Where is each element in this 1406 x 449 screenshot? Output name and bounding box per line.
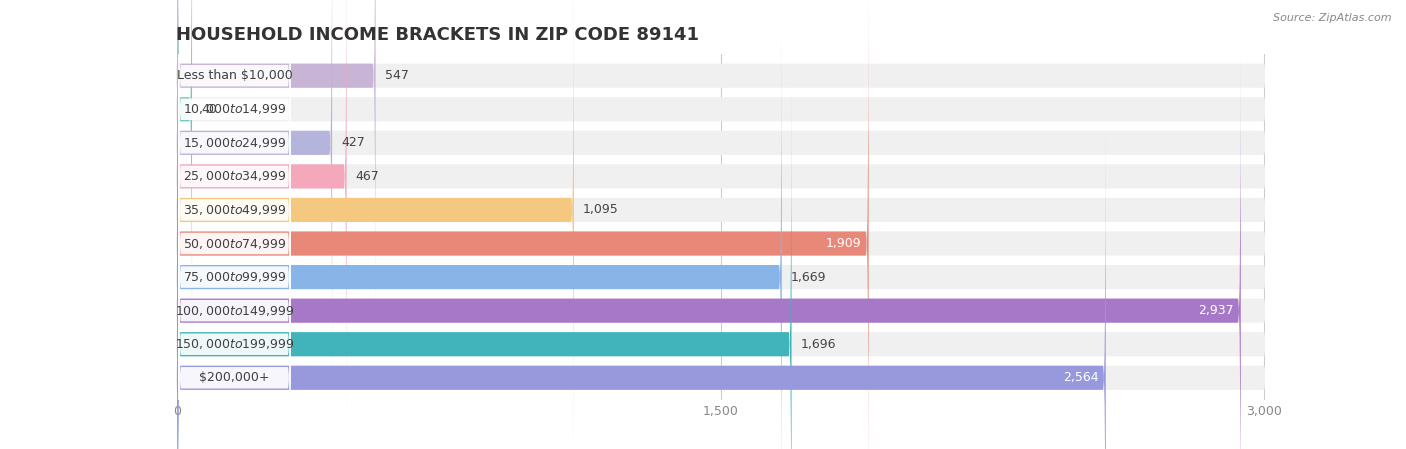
Text: $200,000+: $200,000+: [200, 371, 270, 384]
Text: $10,000 to $14,999: $10,000 to $14,999: [183, 102, 287, 116]
FancyBboxPatch shape: [174, 121, 1267, 449]
FancyBboxPatch shape: [179, 53, 291, 449]
FancyBboxPatch shape: [179, 0, 291, 367]
Text: 1,696: 1,696: [800, 338, 837, 351]
FancyBboxPatch shape: [177, 0, 375, 332]
FancyBboxPatch shape: [174, 0, 1267, 399]
FancyBboxPatch shape: [174, 0, 1267, 365]
FancyBboxPatch shape: [174, 0, 1267, 433]
Text: $15,000 to $24,999: $15,000 to $24,999: [183, 136, 287, 150]
FancyBboxPatch shape: [179, 0, 291, 434]
FancyBboxPatch shape: [174, 0, 1267, 449]
FancyBboxPatch shape: [177, 21, 782, 449]
Text: $50,000 to $74,999: $50,000 to $74,999: [183, 237, 287, 251]
FancyBboxPatch shape: [174, 0, 1267, 449]
Text: $150,000 to $199,999: $150,000 to $199,999: [174, 337, 294, 351]
Text: $100,000 to $149,999: $100,000 to $149,999: [174, 304, 294, 317]
Text: $25,000 to $34,999: $25,000 to $34,999: [183, 169, 287, 183]
Text: 2,937: 2,937: [1198, 304, 1233, 317]
Text: 427: 427: [342, 136, 366, 150]
Text: 467: 467: [356, 170, 380, 183]
FancyBboxPatch shape: [174, 54, 1267, 449]
Text: Less than $10,000: Less than $10,000: [177, 69, 292, 82]
Text: HOUSEHOLD INCOME BRACKETS IN ZIP CODE 89141: HOUSEHOLD INCOME BRACKETS IN ZIP CODE 89…: [176, 26, 699, 44]
FancyBboxPatch shape: [177, 0, 347, 433]
FancyBboxPatch shape: [174, 0, 1267, 332]
FancyBboxPatch shape: [177, 0, 193, 365]
FancyBboxPatch shape: [177, 88, 792, 449]
FancyBboxPatch shape: [174, 88, 1267, 449]
Text: 2,564: 2,564: [1063, 371, 1098, 384]
Text: 1,095: 1,095: [583, 203, 619, 216]
FancyBboxPatch shape: [179, 0, 291, 401]
FancyBboxPatch shape: [177, 0, 332, 399]
FancyBboxPatch shape: [179, 0, 291, 334]
Text: $35,000 to $49,999: $35,000 to $49,999: [183, 203, 287, 217]
FancyBboxPatch shape: [177, 121, 1105, 449]
FancyBboxPatch shape: [177, 54, 1240, 449]
Text: 40: 40: [201, 103, 217, 116]
Text: 547: 547: [385, 69, 409, 82]
FancyBboxPatch shape: [177, 0, 869, 449]
FancyBboxPatch shape: [179, 87, 291, 449]
FancyBboxPatch shape: [179, 154, 291, 449]
FancyBboxPatch shape: [174, 21, 1267, 449]
Text: Source: ZipAtlas.com: Source: ZipAtlas.com: [1274, 13, 1392, 23]
FancyBboxPatch shape: [179, 19, 291, 449]
FancyBboxPatch shape: [177, 0, 574, 449]
Text: 1,909: 1,909: [825, 237, 862, 250]
Text: $75,000 to $99,999: $75,000 to $99,999: [183, 270, 287, 284]
Text: 1,669: 1,669: [790, 271, 827, 284]
FancyBboxPatch shape: [179, 0, 291, 300]
FancyBboxPatch shape: [179, 120, 291, 449]
